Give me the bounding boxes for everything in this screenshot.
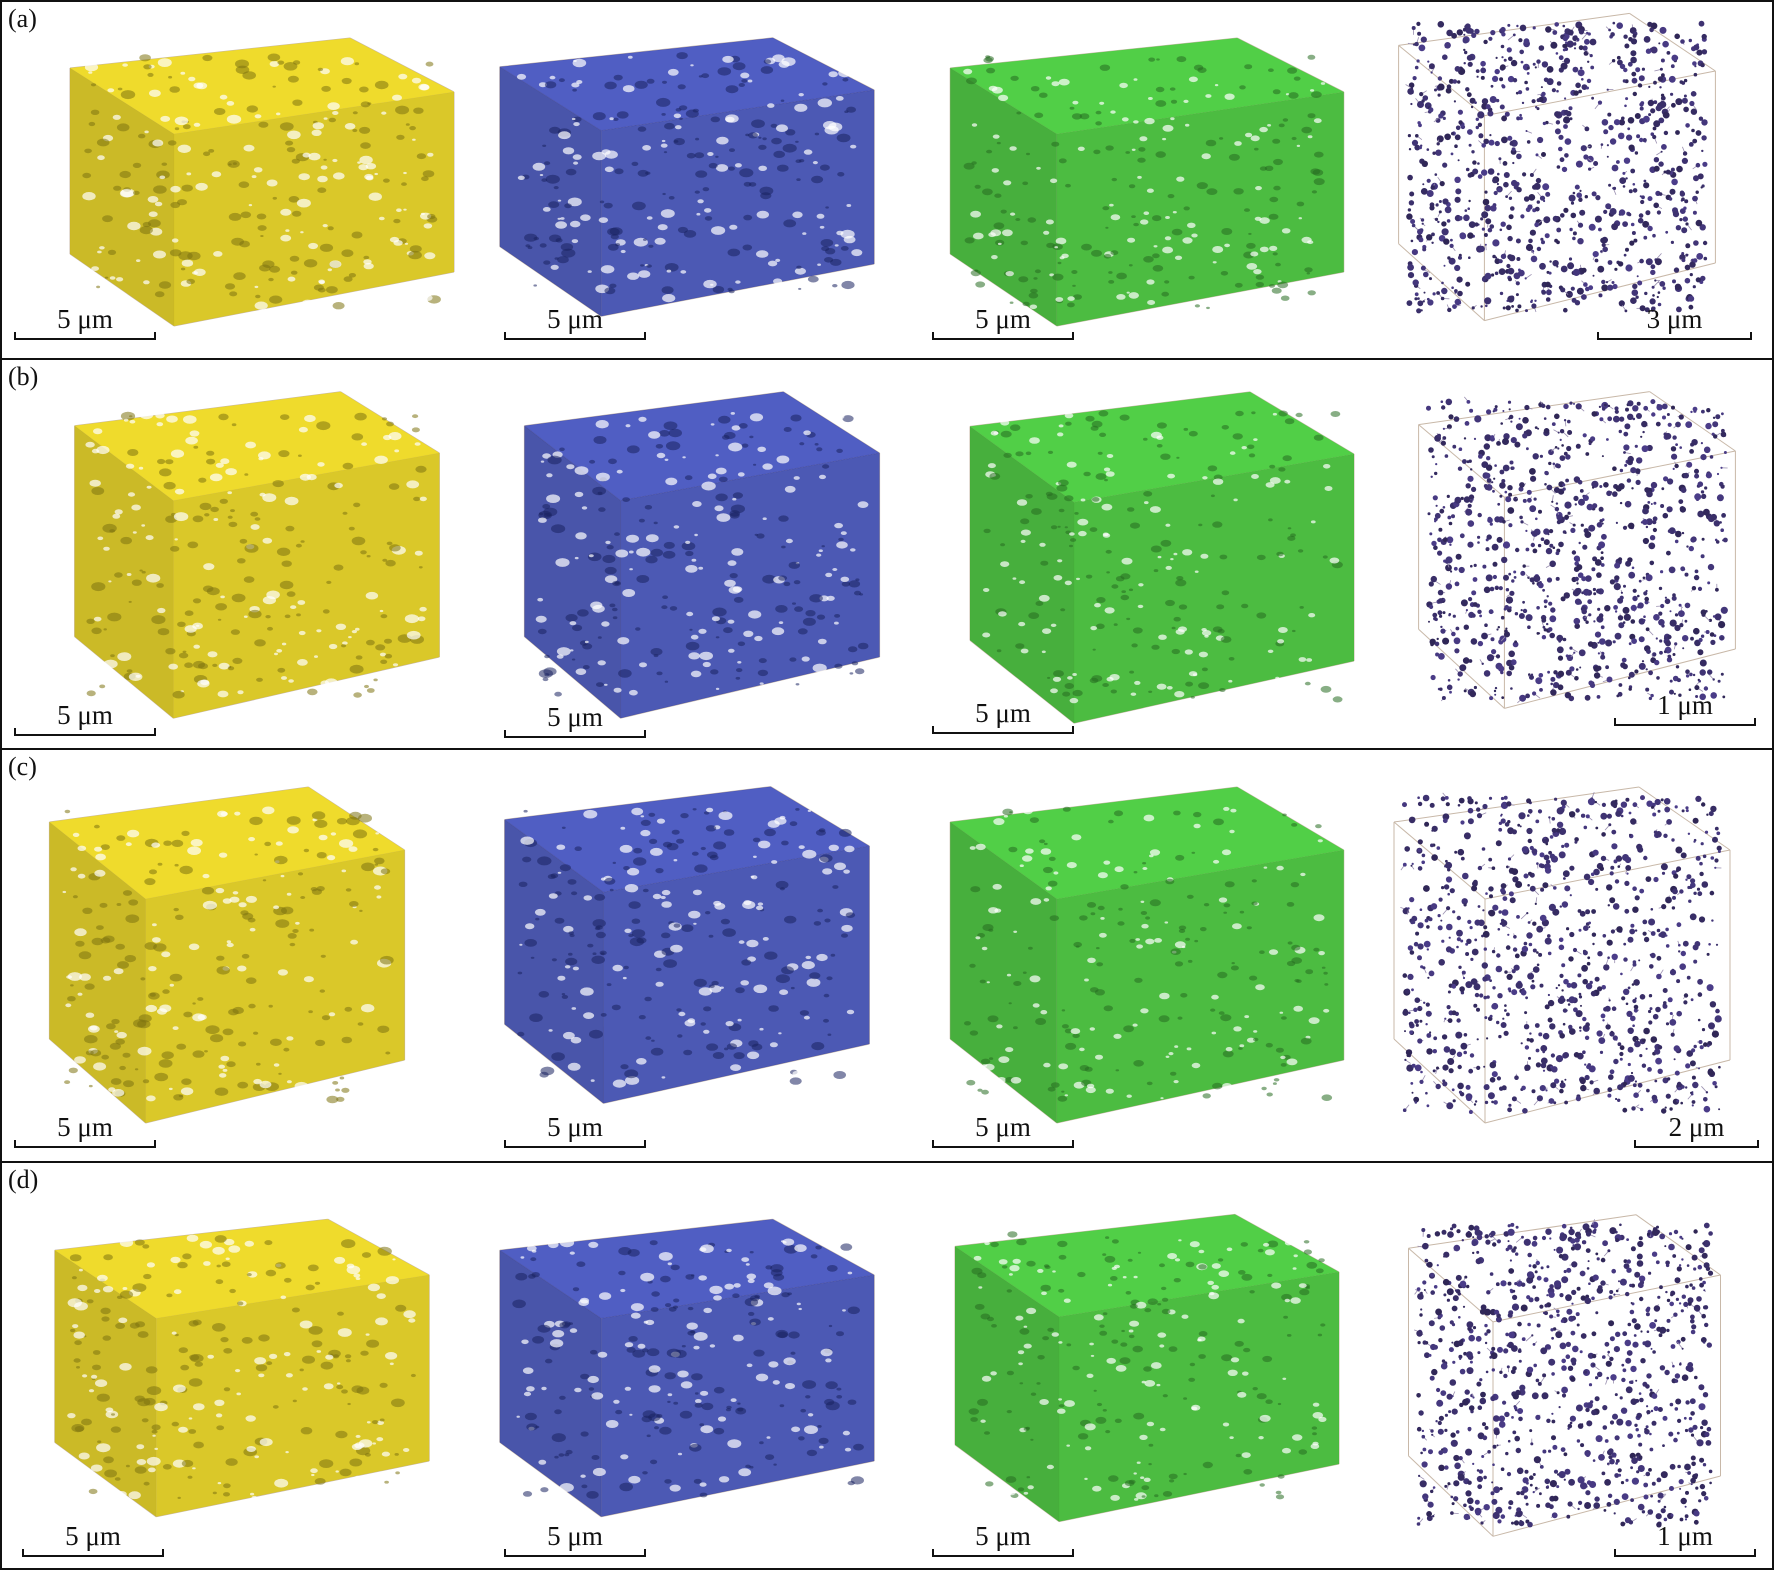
scale-label-a-2: 5 μm [547, 304, 603, 334]
scale-bar-b-1: 5 μm [14, 700, 156, 740]
row-label-d: (d) [8, 1165, 39, 1194]
yellow-pore-volume-icon [48, 786, 406, 1124]
row-b: (b) 5 μm 5 μm 5 μm 1 μm [0, 358, 1774, 750]
scale-bar-c-1: 5 μm [14, 1112, 156, 1152]
scale-bar-a-3: 5 μm [932, 304, 1074, 344]
scale-label-c-1: 5 μm [57, 1112, 113, 1142]
yellow-pore-volume-icon [69, 37, 455, 327]
row-label-a: (a) [8, 4, 37, 33]
pore-network-model-icon [1408, 1214, 1721, 1537]
scale-label-b-3: 5 μm [975, 698, 1031, 728]
green-matrix-volume-icon [949, 37, 1345, 327]
scale-label-d-3: 5 μm [975, 1521, 1031, 1551]
row-d: (d) 5 μm 5 μm 5 μm 1 μm [0, 1161, 1774, 1570]
scale-label-d-4: 1 μm [1657, 1521, 1713, 1551]
panel-d-network [1402, 1208, 1727, 1543]
blue-pore-volume-icon [504, 786, 870, 1104]
panel-d-blue [492, 1213, 882, 1523]
scale-label-d-2: 5 μm [547, 1521, 603, 1551]
panel-b-green [962, 385, 1362, 730]
scale-bar-c-2: 5 μm [504, 1112, 646, 1152]
pore-network-model-icon [1398, 12, 1716, 322]
scale-label-a-3: 5 μm [975, 304, 1031, 334]
panel-c-yellow [42, 780, 412, 1130]
panel-c-blue [497, 780, 877, 1110]
scale-bar-c-4: 2 μm [1634, 1112, 1759, 1152]
scale-label-b-2: 5 μm [547, 702, 603, 732]
panel-b-network [1412, 385, 1742, 715]
panel-b-yellow [67, 385, 447, 725]
row-label-c: (c) [8, 752, 37, 781]
scale-bar-a-1: 5 μm [14, 304, 156, 344]
green-matrix-volume-icon [969, 391, 1355, 724]
panel-a-network [1392, 7, 1722, 327]
panel-a-blue [492, 32, 882, 322]
scale-bar-a-2: 5 μm [504, 304, 646, 344]
pore-network-model-icon [1418, 391, 1736, 709]
scale-bar-c-3: 5 μm [932, 1112, 1074, 1152]
panel-a-green [942, 32, 1352, 332]
scale-bar-d-2: 5 μm [504, 1521, 646, 1561]
row-label-b: (b) [8, 362, 39, 391]
scale-bar-a-4: 3 μm [1597, 304, 1752, 344]
scale-label-b-1: 5 μm [57, 700, 113, 730]
scale-label-b-4: 1 μm [1657, 690, 1713, 720]
row-a: (a) 5 μm 5 μm 5 μm 3 μm [0, 0, 1774, 360]
pore-network-model-icon [1393, 786, 1731, 1124]
blue-pore-volume-icon [499, 1218, 875, 1518]
scale-bar-d-4: 1 μm [1614, 1521, 1756, 1561]
blue-pore-volume-icon [499, 37, 875, 317]
scale-bar-d-3: 5 μm [932, 1521, 1074, 1561]
yellow-pore-volume-icon [54, 1218, 430, 1518]
panel-d-yellow [47, 1213, 437, 1523]
yellow-pore-volume-icon [74, 391, 440, 719]
blue-pore-volume-icon [523, 391, 881, 719]
scale-label-c-3: 5 μm [975, 1112, 1031, 1142]
row-c: (c) 5 μm 5 μm 5 μm 2 μm [0, 748, 1774, 1163]
scale-bar-d-1: 5 μm [22, 1521, 164, 1561]
scale-label-c-2: 5 μm [547, 1112, 603, 1142]
panel-c-green [942, 780, 1352, 1130]
scale-label-d-1: 5 μm [65, 1521, 121, 1551]
panel-b-blue [517, 385, 887, 725]
panel-a-yellow [62, 32, 462, 332]
scale-label-a-4: 3 μm [1646, 304, 1703, 334]
scale-label-a-1: 5 μm [57, 304, 113, 334]
green-matrix-volume-icon [949, 786, 1345, 1124]
green-matrix-volume-icon [954, 1213, 1340, 1523]
panel-c-network [1387, 780, 1737, 1130]
scale-label-c-4: 2 μm [1668, 1112, 1725, 1142]
scale-bar-b-2: 5 μm [504, 702, 646, 742]
panel-d-green [947, 1208, 1347, 1528]
scale-bar-b-4: 1 μm [1614, 690, 1756, 730]
scale-bar-b-3: 5 μm [932, 698, 1074, 738]
